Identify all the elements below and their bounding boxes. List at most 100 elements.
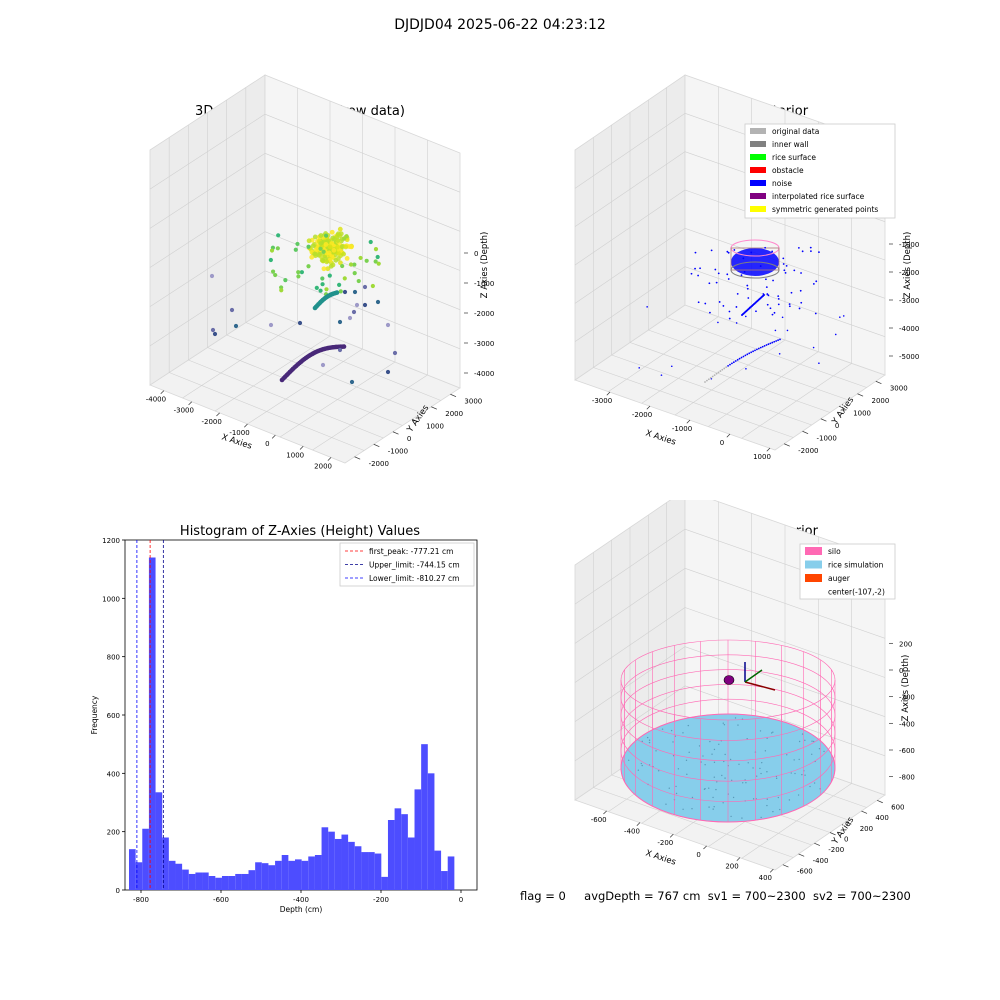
noise-point [711,375,714,378]
data-point [318,288,323,293]
data-point [279,288,284,293]
legend-label: rice simulation [828,561,884,570]
noise-point [839,316,841,318]
rice-mesh-point [713,776,716,778]
noise-point [801,250,804,253]
noise-point [715,281,718,284]
rice-mesh-point [712,796,714,799]
rice-mesh-point [818,748,821,750]
legend-swatch [805,547,822,555]
data-point [362,302,368,308]
rice-mesh-point [675,785,677,788]
histogram-bar [255,862,262,890]
tick-label: -800 [899,774,915,782]
auger-center-marker [723,675,735,685]
noise-point [810,250,812,253]
noise-point [699,267,701,270]
legend: first_peak: -777.21 cm Upper_limit: -744.… [339,542,475,587]
legend-label: silo [828,547,841,556]
noise-point [834,333,837,336]
silo-ring [620,654,836,741]
tick-label: -600 [899,747,915,755]
data-point [323,233,329,238]
grid-line [574,113,686,189]
noise-point [759,265,762,267]
data-point [337,282,342,287]
histogram-bar [295,859,302,890]
rice-mesh-point [801,733,804,735]
rice-mesh-point [729,758,732,761]
legend-box [744,123,896,219]
silo-ring [620,698,836,802]
rice-mesh-point [812,740,815,743]
tick-label: -400 [624,828,640,836]
rice-mesh-point [672,755,675,757]
noise-point [771,341,774,344]
noise-point [788,305,791,308]
tick-label: 200 [899,640,912,648]
noise-point [777,297,780,300]
tick-label: 3000 [464,397,482,405]
rice-mesh-point [677,768,680,770]
rice-mesh-point [665,803,667,805]
histogram-bar [235,873,242,890]
data-point [270,269,276,274]
rice-mesh-point [798,740,801,743]
tick-label: -2000 [201,418,221,426]
legend-label: obstacle [772,166,804,175]
rice-mesh-point [722,722,724,724]
tick-label: -1000 [899,241,919,249]
rice-mesh-point [713,748,716,751]
data-point [312,234,318,240]
axis-tick [603,810,607,815]
rice-mesh-point [752,767,754,769]
noise-point [670,365,673,368]
noise-point [763,294,765,296]
data-point [324,259,330,265]
x-tick-label: -600 [213,896,229,904]
legend-label: noise [772,179,792,188]
data-point [356,278,361,284]
rice-mesh-point [732,796,735,799]
noise-point [707,378,710,381]
data-point [352,289,358,295]
histogram-bar [401,814,408,890]
noise-point [771,313,774,316]
histogram-bar [381,876,388,890]
axis-tick [188,401,193,406]
histogram-bar [394,808,402,890]
noise-point [726,250,729,253]
data-point [330,262,336,268]
histogram-bar [434,850,442,890]
axis-tick [669,833,674,838]
histogram-bar [148,557,156,890]
noise-point [769,307,772,310]
noise-point [784,271,787,274]
data-point [351,309,357,315]
axis-tick [411,418,418,422]
rice-mesh-point [811,740,813,742]
tick-label: -2000 [369,460,389,468]
rice-mesh-point [713,761,716,764]
data-point [318,254,324,260]
axis-tick [299,446,304,450]
rice-mesh-point [708,806,710,808]
data-point [373,259,378,264]
histogram-bar [368,852,375,890]
noise-point [757,347,760,350]
histogram-bar [427,773,435,890]
data-point [297,320,303,326]
tick-label: -4000 [146,396,166,404]
z-axis-label: Z Axies (Depth) [901,655,911,722]
legend-swatch [750,206,766,212]
rice-mesh-point [637,769,640,771]
noise-point [719,370,722,372]
noise-point [767,343,770,346]
noise-point [772,279,774,282]
data-point [335,244,340,250]
noise-point [744,315,747,318]
tick-label: -3000 [474,340,494,348]
noise-point [697,301,700,304]
noise-point [748,352,751,355]
